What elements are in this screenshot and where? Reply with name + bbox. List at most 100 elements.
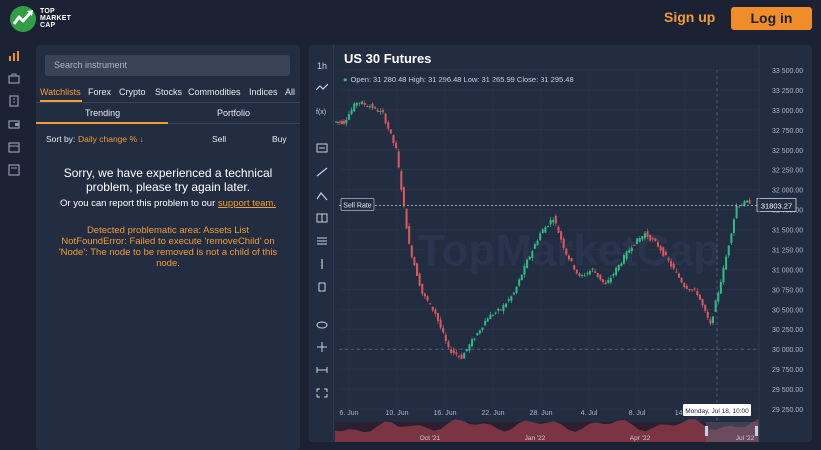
subtab-trending[interactable]: Trending bbox=[85, 108, 121, 118]
candle-body bbox=[615, 267, 618, 275]
price-chart[interactable]: TopMarketCap 33 500.00 33 250.00 33 000.00 3… bbox=[335, 45, 812, 442]
candle-body bbox=[452, 350, 455, 353]
candle-body bbox=[602, 279, 605, 282]
candle-body bbox=[339, 121, 341, 123]
candle-body bbox=[693, 288, 696, 290]
candle-body bbox=[468, 344, 471, 351]
fullscreen-icon[interactable] bbox=[314, 388, 330, 400]
candle-body bbox=[638, 237, 641, 243]
candle-body bbox=[560, 231, 563, 240]
svg-text:f(x): f(x) bbox=[316, 109, 326, 116]
candle-body bbox=[573, 265, 576, 270]
crosshair-icon[interactable] bbox=[314, 143, 330, 155]
fibonacci-icon[interactable] bbox=[314, 236, 330, 248]
candle-body bbox=[384, 113, 387, 124]
chart-icon[interactable] bbox=[7, 50, 21, 62]
buy-column-header: Buy bbox=[272, 134, 287, 144]
text-icon[interactable] bbox=[314, 282, 330, 294]
chart-panel: 1h f(x) bbox=[309, 45, 812, 442]
tab-forex[interactable]: Forex bbox=[88, 87, 112, 97]
candle-body bbox=[717, 292, 720, 302]
y-tick-label: 32 000.00 bbox=[772, 188, 803, 195]
navigator-tick-label: Jan '22 bbox=[525, 435, 546, 442]
tab-watchlists[interactable]: Watchlists bbox=[40, 87, 81, 97]
logo[interactable]: TOP MARKET CAP bbox=[10, 6, 80, 32]
wallet-icon[interactable] bbox=[7, 118, 21, 130]
building-icon[interactable] bbox=[7, 95, 21, 107]
candle-body bbox=[643, 233, 646, 239]
sort-dropdown[interactable]: Daily change % ↓ bbox=[78, 134, 144, 144]
briefcase-icon[interactable] bbox=[7, 72, 21, 84]
interval-button[interactable]: 1h bbox=[316, 61, 327, 71]
candle-body bbox=[389, 129, 392, 134]
candle-body bbox=[531, 250, 534, 259]
candle-body bbox=[685, 286, 688, 289]
tab-indices[interactable]: Indices bbox=[249, 87, 278, 97]
support-team-link[interactable]: support team. bbox=[217, 198, 276, 209]
candle-body bbox=[536, 240, 539, 245]
hide-icon[interactable] bbox=[314, 320, 330, 332]
trend-line-icon[interactable] bbox=[314, 167, 330, 179]
candle-body bbox=[471, 339, 474, 347]
candle-body bbox=[423, 293, 426, 297]
path-icon[interactable] bbox=[314, 191, 330, 203]
sign-up-link[interactable]: Sign up bbox=[664, 9, 716, 25]
candle-body bbox=[732, 219, 735, 233]
candle-body bbox=[505, 303, 508, 308]
candle-body bbox=[677, 273, 680, 278]
candles-style-icon[interactable] bbox=[314, 83, 330, 95]
tab-stocks[interactable]: Stocks bbox=[155, 87, 183, 97]
candle-body bbox=[381, 110, 384, 113]
calendar-icon[interactable] bbox=[7, 141, 21, 153]
candle-body bbox=[565, 248, 568, 255]
news-icon[interactable] bbox=[7, 164, 21, 176]
ohlc-dot-icon: ● bbox=[343, 75, 348, 84]
candle-body bbox=[581, 274, 584, 276]
x-tick-label: 8. Jul bbox=[629, 410, 646, 417]
indicators-icon[interactable]: f(x) bbox=[314, 106, 330, 118]
candle-body bbox=[586, 272, 589, 274]
y-tick-label: 29 750.00 bbox=[772, 367, 803, 374]
sell-rate-price-badge bbox=[756, 197, 797, 212]
candle-body bbox=[476, 332, 479, 336]
candle-body bbox=[528, 256, 531, 260]
candle-body bbox=[416, 263, 419, 276]
candle-body bbox=[701, 299, 704, 306]
candle-body bbox=[746, 200, 749, 203]
y-tick-label: 33 000.00 bbox=[772, 108, 803, 115]
report-text: Or you can report this problem to our su… bbox=[60, 198, 276, 209]
candle-body bbox=[539, 233, 542, 241]
magnet-icon[interactable] bbox=[314, 342, 330, 354]
candle-body bbox=[455, 352, 458, 355]
left-rail bbox=[0, 38, 28, 450]
navigator-tick-label: Apr '22 bbox=[630, 435, 651, 442]
candle-body bbox=[397, 151, 400, 168]
candle-body bbox=[549, 219, 552, 225]
crosshair-date-badge bbox=[683, 404, 751, 416]
top-bar: TOP MARKET CAP Sign up Log in bbox=[0, 0, 821, 38]
candle-body bbox=[426, 296, 429, 301]
candle-body bbox=[457, 356, 460, 358]
candle-body bbox=[604, 282, 607, 285]
candle-body bbox=[607, 279, 610, 284]
search-input[interactable]: Search instrument bbox=[45, 55, 290, 76]
candle-body bbox=[366, 106, 369, 108]
candle-body bbox=[350, 109, 353, 115]
range-icon[interactable] bbox=[314, 365, 330, 377]
tab-commodities[interactable]: Commodities bbox=[188, 87, 241, 97]
tab-crypto[interactable]: Crypto bbox=[119, 87, 146, 97]
candle-body bbox=[465, 349, 468, 351]
brush-icon[interactable] bbox=[314, 259, 330, 271]
candle-body bbox=[434, 309, 437, 314]
watermark: TopMarketCap bbox=[418, 226, 720, 275]
log-in-button[interactable]: Log in bbox=[731, 7, 812, 30]
subtab-portfolio[interactable]: Portfolio bbox=[217, 108, 251, 118]
tab-all[interactable]: All bbox=[285, 87, 296, 97]
candle-body bbox=[494, 312, 497, 314]
candle-body bbox=[429, 303, 432, 305]
candle-body bbox=[345, 120, 348, 124]
rectangle-icon[interactable] bbox=[314, 213, 330, 225]
candle-body bbox=[557, 227, 560, 233]
candle-body bbox=[583, 275, 586, 277]
candle-body bbox=[418, 273, 421, 286]
